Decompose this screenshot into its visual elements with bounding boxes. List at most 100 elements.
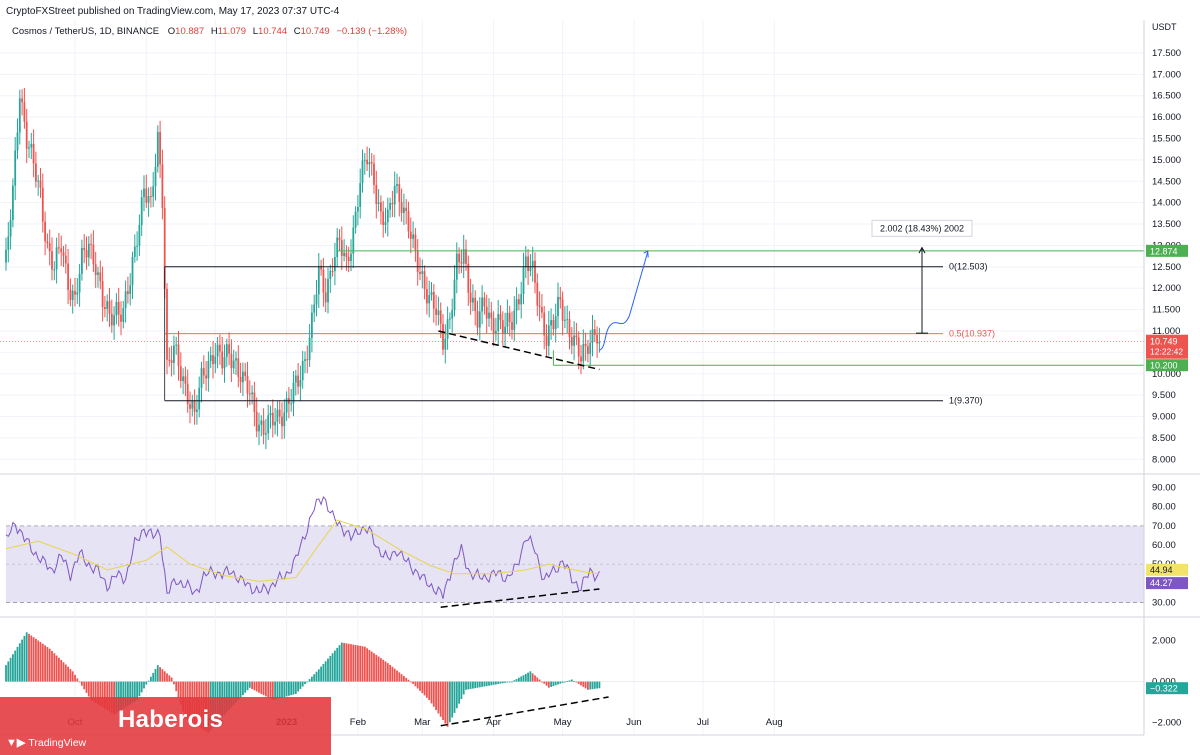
macd-bar (152, 672, 155, 682)
macd-bar (228, 681, 230, 710)
macd-bar (375, 654, 378, 682)
candle (460, 249, 463, 273)
macd-bar (16, 646, 19, 682)
candle (281, 402, 283, 440)
macd-bar (458, 681, 460, 704)
candle (168, 347, 171, 367)
y-tick-label: 15.000 (1152, 155, 1181, 166)
candle (481, 285, 483, 325)
macd-bar (380, 658, 382, 682)
candle (306, 345, 309, 374)
candle (444, 324, 447, 364)
price-pane: 0(12.503) 1(9.370) 0.5(10.937) 2.002 (18.43… (0, 87, 1144, 450)
macd-bar (179, 681, 182, 705)
macd-y-tick-label: 2.000 (1152, 635, 1176, 646)
macd-bar (361, 646, 364, 682)
macd-bar (488, 681, 490, 686)
candle (403, 193, 405, 226)
macd-bar (159, 667, 161, 682)
candle (573, 321, 575, 361)
candle (386, 197, 389, 237)
y-tick-label: 12.500 (1152, 262, 1181, 273)
macd-bar (426, 681, 428, 698)
candle (373, 154, 375, 194)
macd-bar (396, 670, 398, 682)
macd-bar (483, 681, 486, 687)
tradingview-logo: ▼▶ TradingView (6, 736, 86, 749)
candle (255, 397, 258, 438)
candle (497, 300, 500, 346)
macd-bar (258, 681, 260, 693)
macd-bar (138, 681, 141, 697)
candle (124, 280, 127, 323)
grid (0, 20, 1200, 735)
plot-background (0, 20, 1144, 735)
macd-bar (133, 681, 136, 702)
macd-bar (541, 681, 543, 683)
macd-bar (416, 681, 419, 689)
candle (545, 324, 548, 358)
candle (74, 277, 76, 307)
macd-bar (168, 675, 171, 682)
candle (85, 236, 88, 270)
macd-bar (398, 672, 401, 682)
rsi-line (5, 496, 600, 599)
macd-bar (462, 681, 465, 695)
y-tick-label: 14.000 (1152, 198, 1181, 209)
candle (407, 201, 410, 239)
candle (467, 255, 470, 306)
macd-bar (106, 681, 109, 711)
macd-bar (267, 681, 270, 698)
macd-bar (7, 661, 10, 682)
macd-bar (334, 650, 336, 682)
high-label: H (210, 26, 218, 37)
macd-bar (117, 681, 120, 712)
symbol-legend: Cosmos / TetherUS, 1D, BINANCE O10.887 H… (12, 26, 407, 37)
macd-bar (313, 674, 316, 682)
candle (120, 301, 122, 336)
macd-bar (435, 681, 437, 711)
candle (283, 399, 286, 439)
candle (426, 276, 428, 315)
candle (596, 326, 598, 358)
macd-bar (18, 643, 21, 682)
macd-bar (347, 643, 350, 682)
candle (62, 246, 65, 267)
macd-bar (598, 681, 601, 689)
candle (48, 229, 51, 266)
macd-bar (67, 666, 69, 682)
macd-bar (453, 681, 456, 713)
y-tick-label: 16.500 (1152, 91, 1181, 102)
macd-bar (131, 681, 134, 703)
currency-label: USDT (1152, 22, 1177, 32)
candle (531, 246, 534, 282)
macd-bar (41, 643, 44, 682)
macd-bar (359, 645, 362, 682)
candle (499, 305, 502, 330)
candle (189, 391, 191, 424)
candle (311, 304, 313, 353)
macd-bar (76, 678, 79, 682)
fib-level-0-label: 0(12.503) (949, 262, 988, 272)
candle (32, 129, 35, 178)
last-price-box (1146, 334, 1188, 359)
candle (154, 153, 157, 201)
macd-bar (497, 681, 500, 685)
macd-bar (85, 681, 88, 693)
candle (191, 394, 194, 417)
macd-bar (561, 681, 564, 683)
macd-bar (587, 681, 589, 690)
candle (380, 195, 382, 225)
macd-bar (154, 669, 157, 682)
candle (25, 108, 28, 164)
candle (131, 251, 134, 300)
macd-bar (596, 681, 598, 689)
candle (173, 335, 175, 375)
macd-bar (534, 675, 536, 682)
macd-bar (182, 681, 184, 712)
measure-label: 2.002 (18.43%) 2002 (880, 223, 964, 233)
candle (150, 186, 152, 208)
macd-bar (51, 650, 53, 682)
candle (465, 239, 467, 271)
